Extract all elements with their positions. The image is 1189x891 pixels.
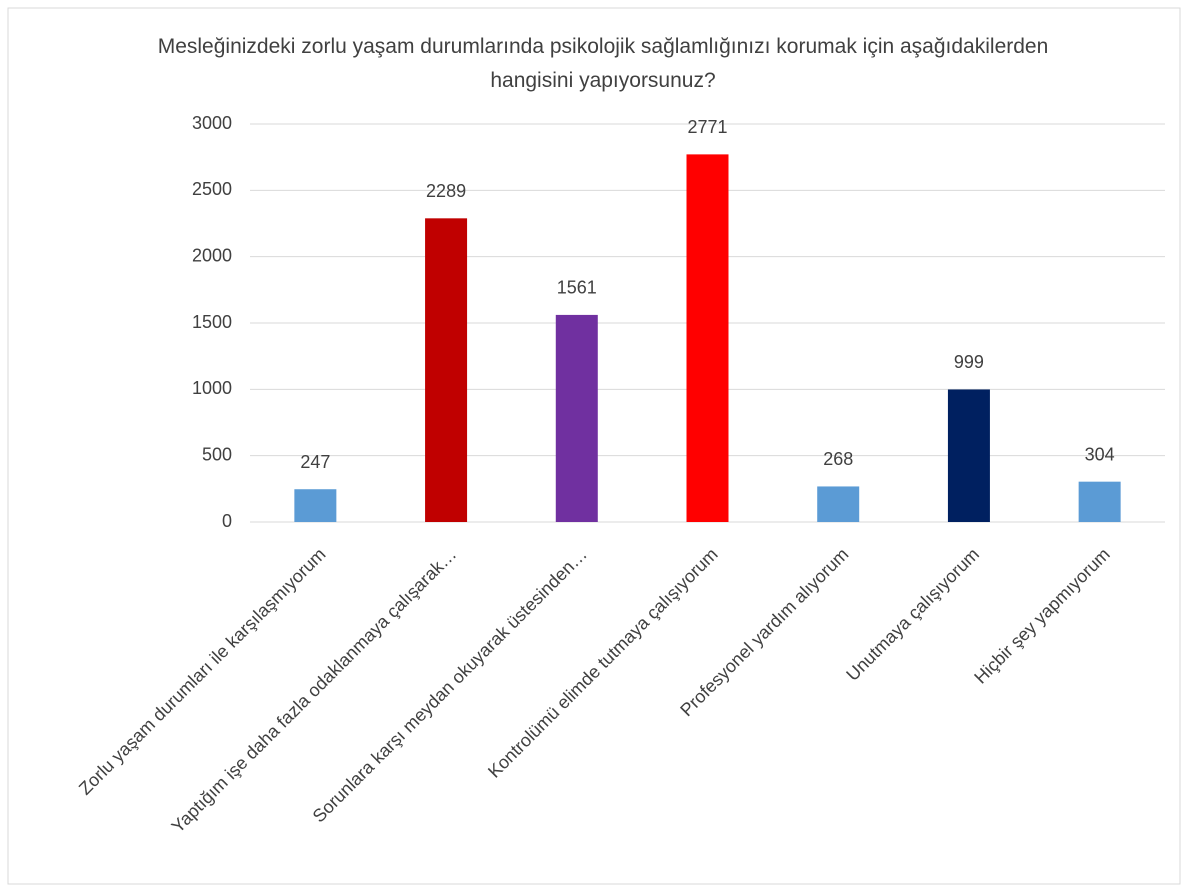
y-tick-label: 0 <box>222 511 232 531</box>
x-tick-label: Yaptığım işe daha fazla odaklanmaya çalı… <box>168 544 461 837</box>
x-tick-label: Unutmaya çalışıyorum <box>842 544 983 685</box>
x-tick-label: Sorunlara karşı meydan okuyarak üstesind… <box>309 544 591 826</box>
y-tick-label: 3000 <box>192 113 232 133</box>
chart-title: Mesleğinizdeki zorlu yaşam durumlarında … <box>157 35 1049 92</box>
bar <box>817 486 860 522</box>
data-label: 2771 <box>687 117 727 137</box>
bar <box>686 154 729 522</box>
bar <box>425 218 468 523</box>
y-tick-label: 500 <box>202 444 232 464</box>
data-label: 2289 <box>426 181 466 201</box>
y-tick-label: 2500 <box>192 179 232 199</box>
bar <box>1078 481 1121 522</box>
data-label: 999 <box>954 352 984 372</box>
y-tick-label: 1000 <box>192 378 232 398</box>
y-tick-label: 1500 <box>192 312 232 332</box>
data-label: 1561 <box>557 278 597 298</box>
data-label: 304 <box>1085 444 1115 464</box>
x-tick-label: Zorlu yaşam durumları ile karşılaşmıyoru… <box>75 544 330 799</box>
data-label: 268 <box>823 449 853 469</box>
data-label: 247 <box>300 452 330 472</box>
bar <box>555 314 598 522</box>
bar <box>947 389 990 522</box>
bar <box>294 489 337 522</box>
chart-border <box>7 7 1181 885</box>
x-tick-label: Hiçbir şey yapmıyorum <box>970 544 1114 688</box>
x-tick-label: Kontrolümü elimde tutmaya çalışıyorum <box>484 544 722 782</box>
y-tick-label: 2000 <box>192 245 232 265</box>
